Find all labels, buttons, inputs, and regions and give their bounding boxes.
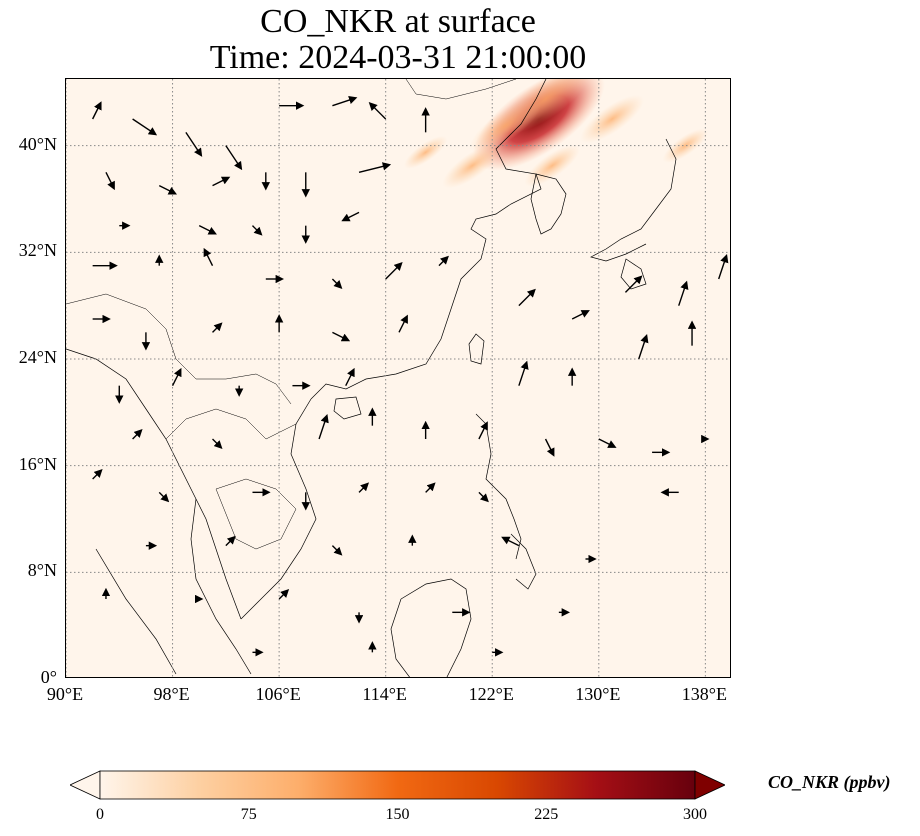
wind-arrow — [225, 145, 243, 171]
wind-arrow — [425, 482, 436, 493]
lon-tick-label: 106°E — [255, 684, 301, 704]
wind-arrow — [278, 589, 290, 600]
wind-arrow — [478, 491, 489, 503]
wind-arrow — [718, 254, 729, 280]
lat-tick-label: 0° — [40, 667, 57, 687]
wind-arrow — [332, 331, 351, 342]
lat-tick-label: 40°N — [18, 133, 57, 154]
co-plume-layer — [404, 79, 708, 189]
wind-arrow — [438, 255, 449, 267]
wind-arrow — [92, 469, 103, 480]
colorbar-label: CO_NKR (ppbv) — [768, 772, 891, 792]
plume-patch — [580, 94, 644, 144]
wind-arrow — [544, 438, 555, 457]
lat-tick-label: 24°N — [18, 347, 57, 367]
colorbar-tick-label: 225 — [534, 806, 559, 823]
lon-tick-label: 114°E — [362, 684, 407, 704]
map-title: CO_NKR at surface — [260, 3, 536, 40]
wind-arrow — [132, 429, 143, 440]
plume-patch — [469, 98, 542, 153]
lon-tick-label: 122°E — [468, 684, 514, 704]
wind-arrow — [341, 211, 360, 222]
wind-arrow — [518, 288, 536, 307]
colorbar-tick-label: 0 — [96, 806, 104, 823]
lon-tick-label: 98°E — [153, 684, 190, 704]
colorbar-extend-high — [694, 770, 725, 800]
wind-arrow — [92, 101, 102, 120]
wind-arrow — [171, 367, 182, 386]
map-panel — [65, 78, 731, 678]
wind-arrow — [345, 367, 355, 386]
lon-tick-label: 130°E — [575, 684, 621, 704]
wind-arrow — [185, 131, 203, 157]
map-canvas — [66, 79, 730, 677]
wind-arrow — [132, 118, 158, 136]
wind-arrow — [331, 278, 343, 289]
wind-arrow — [358, 482, 370, 493]
wind-arrow — [398, 314, 408, 333]
wind-arrow — [678, 280, 689, 306]
wind-arrow — [212, 322, 223, 333]
lat-tick-label: 16°N — [18, 453, 57, 474]
wind-arrow — [571, 310, 590, 320]
wind-arrow — [638, 334, 649, 360]
map-subtitle-time: Time: 2024-03-31 21:00:00 — [209, 39, 587, 76]
wind-arrow — [158, 491, 170, 503]
lat-tick-label: 8°N — [27, 560, 57, 581]
colorbar-extend-low — [70, 770, 101, 800]
wind-arrow — [105, 172, 115, 191]
map-background — [66, 79, 730, 677]
plume-patch — [442, 143, 502, 189]
wind-arrow — [624, 275, 643, 293]
wind-arrow — [203, 247, 214, 266]
wind-arrow — [598, 438, 617, 448]
colorbar-tick-label: 75 — [240, 806, 257, 823]
lat-tick-label: 32°N — [18, 240, 57, 261]
wind-arrow — [158, 185, 177, 195]
wind-arrow — [251, 225, 263, 236]
lon-tick-label: 138°E — [681, 684, 727, 704]
wind-arrow — [212, 438, 223, 449]
plume-patch — [404, 135, 448, 169]
wind-arrow — [225, 535, 236, 547]
colorbar-gradient — [99, 770, 696, 800]
colorbar-tick-label: 150 — [385, 806, 410, 823]
wind-arrow — [212, 176, 231, 187]
wind-arrow — [198, 225, 217, 235]
wind-arrow — [368, 102, 387, 120]
wind-arrow — [318, 414, 329, 440]
wind-arrow — [518, 360, 529, 386]
wind-arrow — [331, 545, 343, 556]
plume-patch — [662, 128, 708, 163]
colorbar-tick-label: 300 — [683, 806, 707, 823]
wind-arrow — [501, 536, 520, 547]
wind-arrow — [385, 262, 403, 280]
plume-patch — [524, 144, 580, 187]
lon-tick-label: 90°E — [46, 684, 84, 704]
colorbar — [70, 770, 725, 800]
wind-arrow — [358, 162, 392, 174]
graticule — [66, 79, 730, 677]
wind-arrow — [478, 421, 488, 440]
wind-vectors — [92, 96, 729, 657]
coastlines — [66, 79, 677, 677]
wind-arrow — [332, 96, 358, 107]
